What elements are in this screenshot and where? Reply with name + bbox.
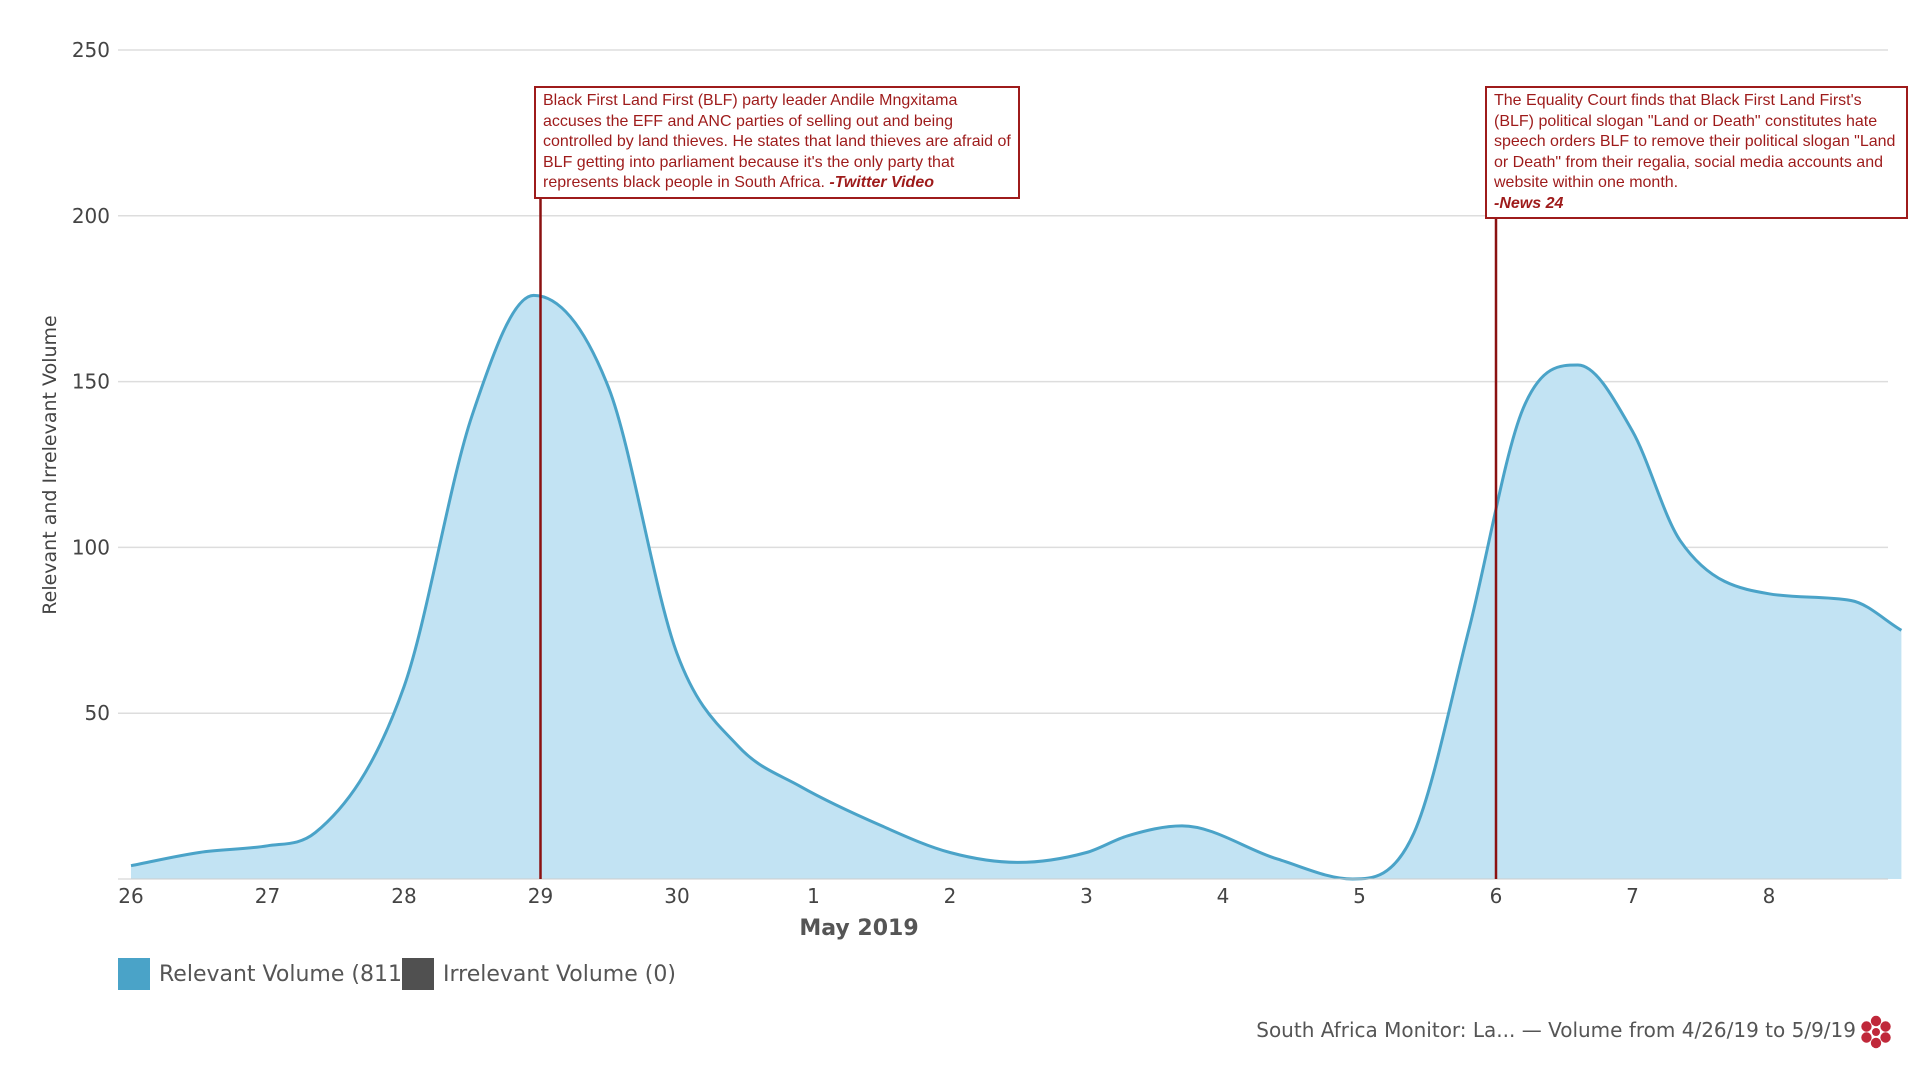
x-tick-label: 3 [1080, 884, 1093, 908]
y-tick-label: 200 [72, 204, 110, 228]
annotation-box-blf-leader: Black First Land First (BLF) party leade… [534, 86, 1020, 199]
legend-label-irrelevant: Irrelevant Volume (0) [443, 961, 676, 987]
legend-item-irrelevant[interactable]: Irrelevant Volume (0) [402, 958, 676, 990]
legend-item-relevant[interactable]: Relevant Volume (811) [118, 958, 411, 990]
x-tick-label: 7 [1626, 884, 1639, 908]
annotation-text: Black First Land First (BLF) party leade… [543, 92, 1011, 191]
x-tick-label: 29 [528, 884, 553, 908]
x-tick-label: 8 [1763, 884, 1776, 908]
y-axis-ticks: 50 100 150 200 250 [72, 38, 110, 725]
x-tick-label: 26 [118, 884, 143, 908]
x-tick-label: 27 [255, 884, 280, 908]
annotation-source: -Twitter Video [829, 174, 934, 191]
y-axis-label: Relevant and Irrelevant Volume [39, 315, 61, 614]
legend-label-relevant: Relevant Volume (811) [159, 961, 411, 987]
relevant-volume-area [131, 295, 1902, 879]
x-axis-label: May 2019 [799, 916, 918, 941]
y-tick-label: 250 [72, 38, 110, 62]
y-tick-label: 100 [72, 535, 110, 559]
x-tick-label: 4 [1217, 884, 1230, 908]
y-tick-label: 150 [72, 370, 110, 394]
x-tick-label: 28 [391, 884, 416, 908]
legend-swatch-relevant [118, 958, 150, 990]
x-tick-label: 30 [664, 884, 689, 908]
relevant-volume-line [130, 293, 1903, 881]
brand-flower-icon [1861, 1015, 1891, 1049]
annotation-source: -News 24 [1494, 194, 1564, 212]
annotation-box-equality-court: The Equality Court finds that Black Firs… [1485, 86, 1908, 219]
annotation-text: The Equality Court finds that Black Firs… [1494, 92, 1896, 191]
x-tick-label: 1 [807, 884, 820, 908]
x-axis-ticks: 26 27 28 29 30 1 2 3 4 5 6 7 8 [118, 884, 1775, 908]
x-tick-label: 6 [1490, 884, 1503, 908]
x-tick-label: 2 [944, 884, 957, 908]
chart-footer: South Africa Monitor: La... — Volume fro… [1256, 1018, 1856, 1042]
y-tick-label: 50 [85, 701, 110, 725]
legend-swatch-irrelevant [402, 958, 434, 990]
x-tick-label: 5 [1353, 884, 1366, 908]
